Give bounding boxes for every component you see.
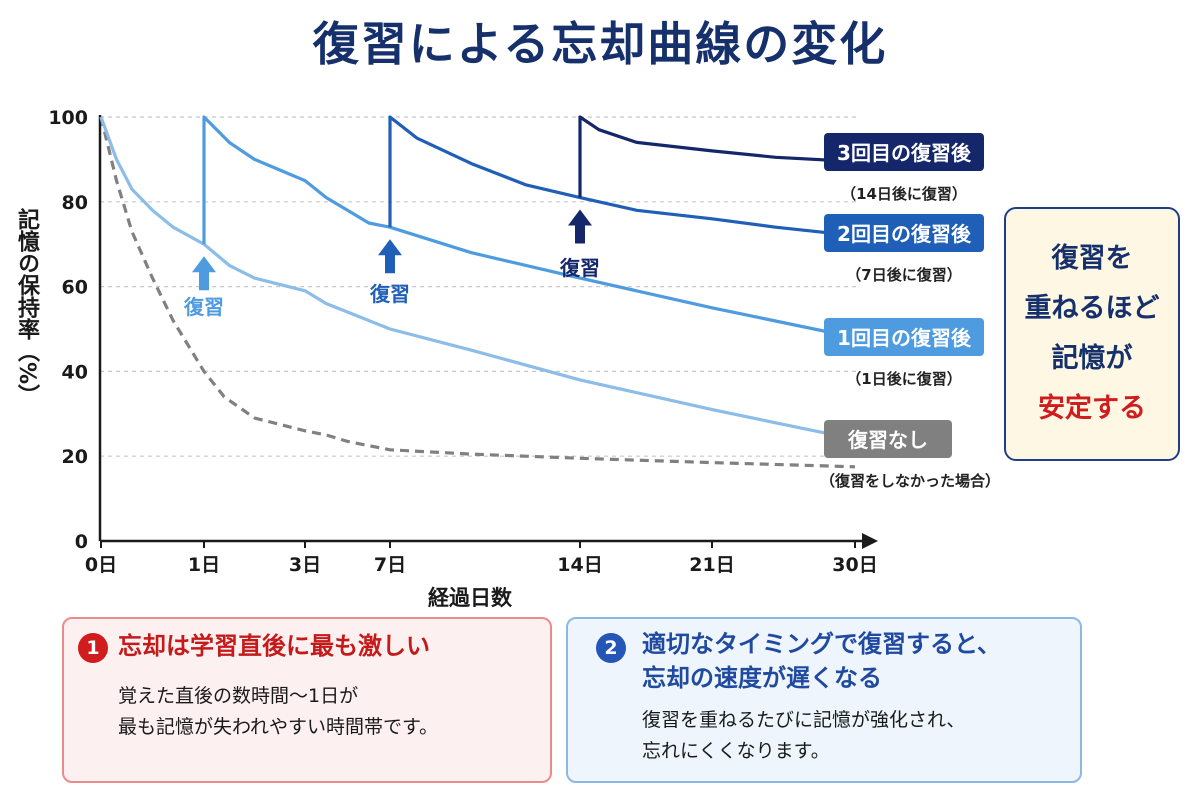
- point-heading-line: 忘却の速度が遅くなる: [642, 664, 882, 692]
- key-message-line4: 安定する: [1038, 393, 1146, 424]
- legend-note: （14日後に復習）: [841, 185, 967, 203]
- legend-label: 2回目の復習後: [837, 222, 972, 246]
- x-tick-label: 7日: [374, 554, 406, 576]
- y-tick-label: 40: [62, 361, 88, 383]
- series-line: [99, 116, 856, 469]
- point-box-2: 2 適切なタイミングで復習すると、 忘却の速度が遅くなる 復習を重ねるたびに記憶…: [566, 617, 1082, 783]
- key-message-line3: 記憶が: [1051, 343, 1133, 374]
- y-tick-label: 100: [48, 107, 88, 129]
- key-message-line2: 重ねるほど: [1024, 293, 1160, 324]
- x-tick-label: 21日: [689, 554, 734, 576]
- chart-title: 復習による忘却曲線の変化: [312, 17, 888, 71]
- legend-label-box: [824, 420, 952, 458]
- series-line: [202, 115, 856, 340]
- legend-note: （復習をしなかった場合）: [820, 472, 1000, 490]
- y-axis-label: 記憶の保持率（%）: [14, 208, 39, 407]
- y-tick-label: 80: [62, 192, 88, 214]
- point-body-line: 最も記憶が失われやすい時間帯です。: [118, 716, 439, 738]
- x-tick-label: 3日: [289, 554, 321, 576]
- legend-note: （1日後に復習）: [846, 370, 961, 388]
- y-tick-label: 20: [62, 446, 88, 468]
- review-arrow-icon: [568, 209, 592, 244]
- legend-label-box: [824, 318, 984, 356]
- series-line: [388, 115, 856, 238]
- x-axis-label: 経過日数: [428, 586, 512, 610]
- review-annotation: 復習: [559, 256, 600, 280]
- legend-label: 復習なし: [847, 428, 928, 452]
- review-annotation: 復習: [369, 282, 410, 306]
- x-tick-label: 1日: [188, 554, 220, 576]
- legend-label-box: [824, 133, 984, 171]
- point-body-line: 忘れにくくなります。: [642, 740, 830, 762]
- key-message-box: 復習を 重ねるほど 記憶が 安定する: [1004, 207, 1180, 461]
- point-heading-line: 適切なタイミングで復習すると、: [642, 630, 1002, 658]
- legend-label: 1回目の復習後: [837, 326, 972, 350]
- x-tick-label: 14日: [557, 554, 602, 576]
- series-line: [578, 115, 856, 198]
- legend-note: （7日後に復習）: [846, 266, 961, 284]
- point-body-line: 復習を重ねるたびに記憶が強化され、: [642, 709, 966, 731]
- x-tick-label: 30日: [832, 554, 877, 576]
- point-body-line: 覚えた直後の数時間〜1日が: [118, 685, 359, 707]
- point-heading: 適切なタイミングで復習すると、 忘却の速度が遅くなる: [642, 627, 1001, 695]
- point-box-1: 1 忘却は学習直後に最も激しい 覚えた直後の数時間〜1日が 最も記憶が失われやす…: [62, 617, 552, 783]
- x-axis-arrowhead: [862, 533, 878, 549]
- legend-label: 3回目の復習後: [837, 141, 972, 165]
- series-line: [99, 116, 856, 441]
- key-message-line1: 復習を: [1051, 243, 1133, 274]
- review-annotation: 復習: [183, 295, 224, 319]
- point-heading: 忘却は学習直後に最も激しい: [118, 632, 430, 660]
- point-number-badge: 2: [596, 633, 626, 663]
- point-body: 復習を重ねるたびに記憶が強化され、 忘れにくくなります。: [642, 705, 965, 767]
- review-arrow-icon: [378, 239, 402, 274]
- point-body: 覚えた直後の数時間〜1日が 最も記憶が失われやすい時間帯です。: [118, 681, 438, 743]
- x-tick-label: 0日: [85, 554, 117, 576]
- legend-label-box: [824, 214, 984, 252]
- point-number-badge: 1: [78, 633, 108, 663]
- y-tick-label: 60: [62, 277, 88, 299]
- y-tick-label: 0: [75, 531, 88, 553]
- review-arrow-icon: [192, 256, 216, 291]
